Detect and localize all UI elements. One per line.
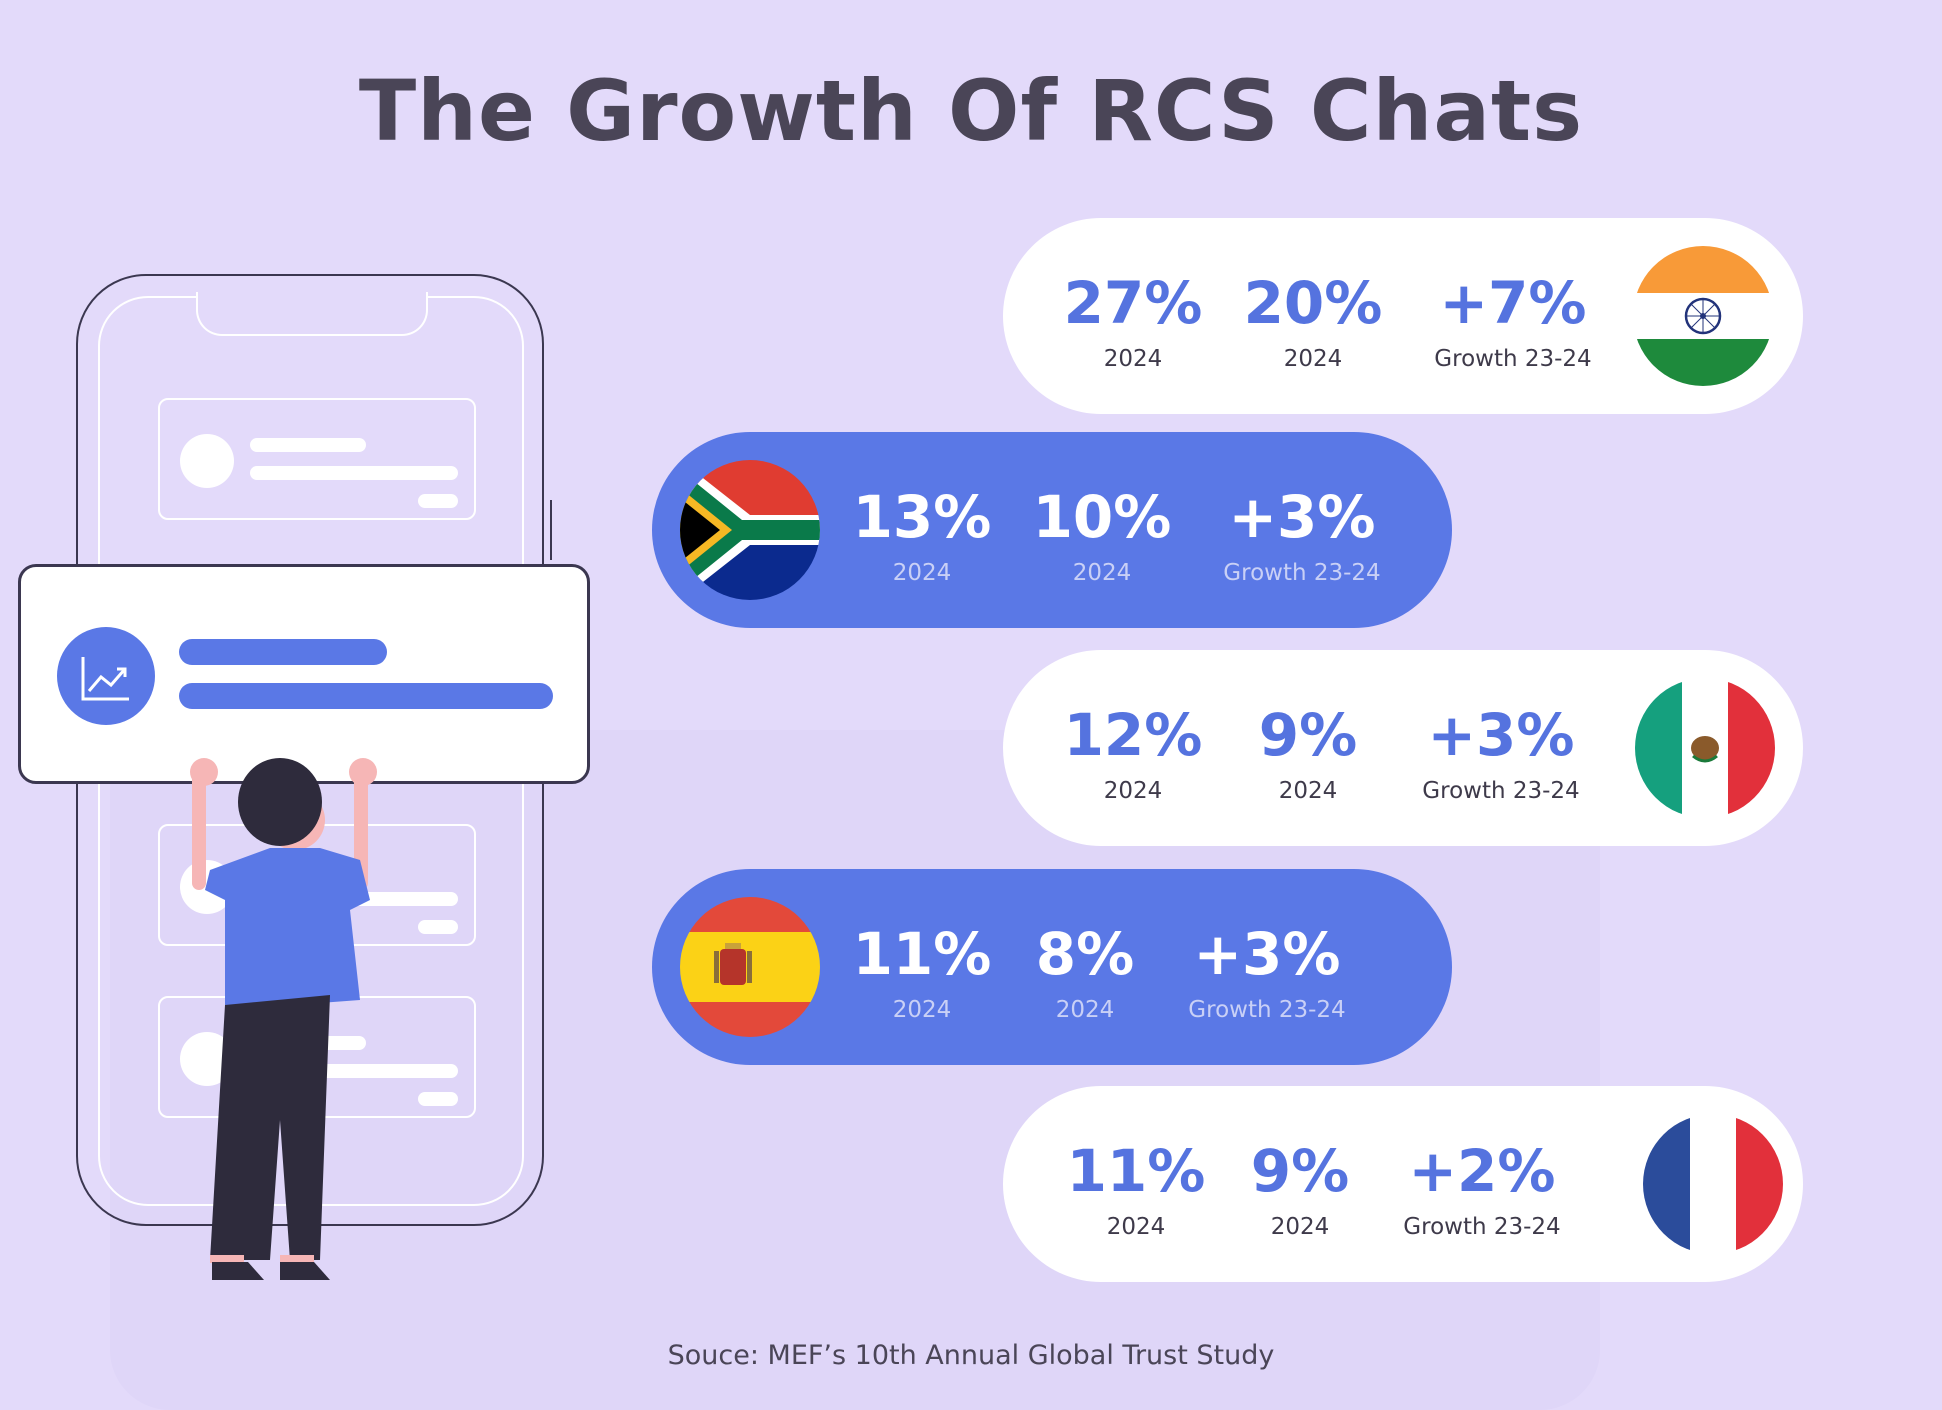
- stat-row-spain: 11% 2024 8% 2024 +3% Growth 23-24: [652, 869, 1452, 1065]
- france-flag-icon: [1643, 1114, 1783, 1254]
- stat-label: 2024: [1103, 778, 1163, 804]
- trend-up-icon: [57, 627, 155, 725]
- south-africa-flag-icon: [680, 460, 820, 600]
- stat-label: 2024: [892, 997, 952, 1023]
- stat-item: 27% 2024: [1033, 274, 1233, 372]
- stat-label: 2024: [1278, 778, 1338, 804]
- india-flag-icon: [1633, 246, 1773, 386]
- source-note: Souce: MEF’s 10th Annual Global Trust St…: [667, 1340, 1275, 1371]
- stat-label: 2024: [1055, 997, 1115, 1023]
- mexico-flag-icon: [1635, 678, 1775, 818]
- growth-label: Growth 23-24: [1403, 1214, 1561, 1240]
- stat-row-france: 11% 2024 9% 2024 +2% Growth 23-24: [1003, 1086, 1803, 1282]
- stat-item: +3% Growth 23-24: [1202, 488, 1402, 586]
- stat-item: +3% Growth 23-24: [1401, 706, 1601, 804]
- growth-value: +7%: [1439, 269, 1587, 337]
- phone-notch: [196, 292, 428, 336]
- stat-value: 11%: [1066, 1137, 1206, 1205]
- person-illustration: [190, 758, 377, 1280]
- stat-value: 11%: [852, 920, 992, 988]
- spain-flag-icon: [680, 897, 820, 1037]
- page-title: The Growth Of RCS Chats: [358, 62, 1584, 160]
- growth-value: +3%: [1228, 483, 1376, 551]
- popup-line: [179, 683, 553, 709]
- phone-card-line: [418, 920, 458, 934]
- stat-item: 11% 2024: [822, 925, 1022, 1023]
- phone-card-avatar: [180, 434, 234, 488]
- growth-label: Growth 23-24: [1223, 560, 1381, 586]
- stat-value: 13%: [852, 483, 992, 551]
- growth-value: +3%: [1427, 701, 1575, 769]
- stat-value: 20%: [1243, 269, 1383, 337]
- chart-popup-card: [18, 564, 590, 784]
- stat-item: 10% 2024: [1002, 488, 1202, 586]
- stat-item: 8% 2024: [985, 925, 1185, 1023]
- stat-item: +3% Growth 23-24: [1167, 925, 1367, 1023]
- stat-row-south-africa: 13% 2024 10% 2024 +3% Growth 23-24: [652, 432, 1452, 628]
- stat-item: 9% 2024: [1208, 706, 1408, 804]
- stat-item: 13% 2024: [822, 488, 1022, 586]
- stat-label: 2024: [1106, 1214, 1166, 1240]
- stat-item: +2% Growth 23-24: [1382, 1142, 1582, 1240]
- phone-card: [158, 398, 476, 520]
- stat-value: 10%: [1032, 483, 1172, 551]
- stat-value: 27%: [1063, 269, 1203, 337]
- stat-value: 8%: [1035, 920, 1135, 988]
- growth-label: Growth 23-24: [1422, 778, 1580, 804]
- stat-value: 9%: [1258, 701, 1358, 769]
- phone-card-line: [250, 466, 458, 480]
- stat-label: 2024: [1072, 560, 1132, 586]
- growth-value: +3%: [1193, 920, 1341, 988]
- popup-line: [179, 639, 387, 665]
- stat-label: 2024: [892, 560, 952, 586]
- stat-item: +7% Growth 23-24: [1413, 274, 1613, 372]
- stat-row-india: 27% 2024 20% 2024 +7% Growth 23-24: [1003, 218, 1803, 414]
- growth-label: Growth 23-24: [1434, 346, 1592, 372]
- growth-value: +2%: [1408, 1137, 1556, 1205]
- growth-label: Growth 23-24: [1188, 997, 1346, 1023]
- phone-card-line: [250, 438, 366, 452]
- phone-side-button: [542, 500, 552, 560]
- stat-item: 20% 2024: [1213, 274, 1413, 372]
- stat-row-mexico: 12% 2024 9% 2024 +3% Growth 23-24: [1003, 650, 1803, 846]
- stat-item: 9% 2024: [1200, 1142, 1400, 1240]
- stat-value: 12%: [1063, 701, 1203, 769]
- phone-card-line: [418, 494, 458, 508]
- stat-item: 11% 2024: [1036, 1142, 1236, 1240]
- phone-card-line: [418, 1092, 458, 1106]
- stat-label: 2024: [1270, 1214, 1330, 1240]
- stat-label: 2024: [1283, 346, 1343, 372]
- stat-value: 9%: [1250, 1137, 1350, 1205]
- stat-item: 12% 2024: [1033, 706, 1233, 804]
- stat-label: 2024: [1103, 346, 1163, 372]
